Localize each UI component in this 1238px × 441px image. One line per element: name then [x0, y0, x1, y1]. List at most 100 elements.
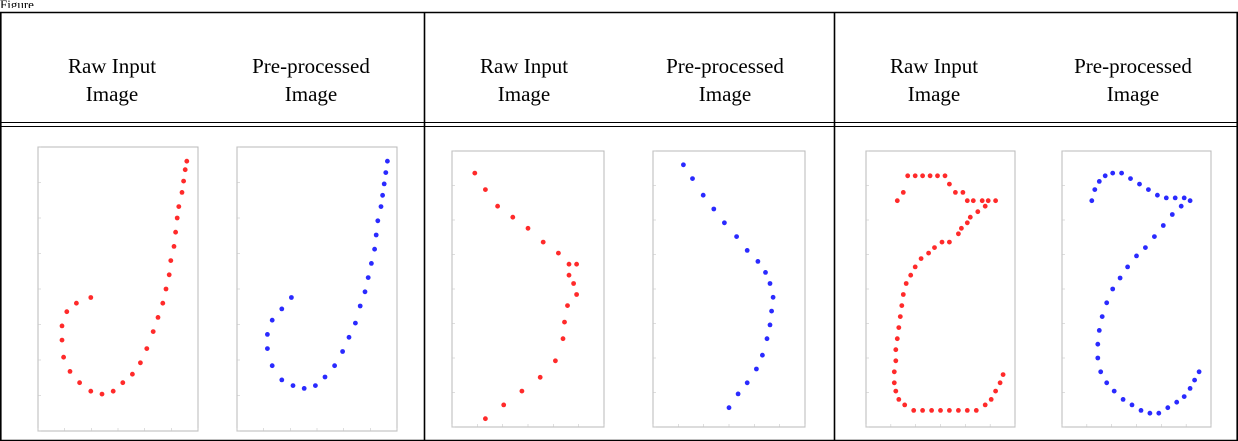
data-point	[964, 220, 970, 226]
data-point	[1160, 223, 1166, 228]
header-line1: Raw Input	[890, 54, 978, 78]
data-point	[168, 258, 174, 263]
data-point	[891, 380, 897, 386]
data-point	[985, 198, 991, 204]
data-point	[483, 416, 488, 422]
plot-frame	[865, 150, 1016, 428]
data-point	[947, 181, 952, 187]
data-point	[99, 391, 105, 397]
data-point	[483, 187, 488, 193]
plot-row	[37, 146, 1212, 432]
data-point	[935, 173, 940, 179]
data-point	[1147, 410, 1153, 416]
data-point	[711, 206, 717, 212]
data-point	[744, 380, 750, 386]
data-point	[681, 162, 686, 168]
data-point	[59, 323, 65, 329]
data-point	[982, 203, 988, 209]
data-point	[1110, 170, 1116, 176]
data-point	[1181, 195, 1187, 201]
data-point	[964, 198, 970, 204]
data-point	[372, 246, 377, 252]
data-point	[891, 369, 897, 375]
data-point	[920, 173, 925, 179]
data-point	[381, 181, 387, 187]
data-point	[920, 408, 925, 413]
data-point	[942, 173, 948, 179]
data-point	[540, 239, 546, 245]
data-point	[571, 281, 576, 286]
plot-frame	[37, 146, 199, 432]
data-point	[173, 229, 179, 235]
data-point	[144, 346, 150, 351]
data-point	[171, 244, 177, 249]
scatter-plot-set3-raw	[865, 150, 1016, 428]
plot-frame	[236, 146, 398, 432]
data-point	[900, 292, 906, 297]
data-point	[566, 261, 572, 267]
data-point	[926, 250, 931, 256]
data-point	[1192, 377, 1197, 383]
data-point	[120, 380, 126, 386]
data-point	[722, 220, 727, 226]
data-point	[495, 203, 500, 209]
data-point	[279, 306, 285, 312]
data-point	[769, 308, 774, 314]
data-point	[964, 408, 970, 413]
header-line2: Image	[285, 82, 337, 106]
data-point	[1181, 394, 1187, 399]
data-point	[939, 239, 945, 245]
data-point	[501, 402, 507, 408]
data-point	[160, 300, 166, 306]
data-point	[176, 204, 182, 210]
data-point	[744, 248, 750, 253]
data-point	[88, 388, 94, 394]
header-line2: Image	[498, 82, 550, 106]
plot-frame	[451, 150, 605, 428]
data-point	[369, 261, 374, 266]
data-point	[767, 281, 773, 286]
data-point	[754, 366, 759, 372]
data-point	[975, 209, 981, 215]
header-line1: Raw Input	[480, 54, 568, 78]
data-point	[690, 176, 695, 182]
data-point	[1092, 187, 1098, 193]
data-point	[265, 332, 270, 337]
data-point	[1178, 203, 1184, 209]
data-point	[1138, 408, 1144, 413]
header-line2: Image	[908, 82, 960, 106]
data-point	[908, 272, 914, 278]
data-point	[929, 408, 934, 413]
data-point	[932, 245, 937, 251]
data-point	[893, 388, 899, 394]
data-point	[373, 232, 379, 238]
data-point	[375, 218, 381, 224]
data-point	[150, 329, 156, 334]
data-point	[574, 292, 579, 297]
plot-frame	[1061, 150, 1212, 428]
data-point	[993, 198, 998, 204]
data-point	[899, 303, 905, 308]
data-point	[993, 388, 998, 394]
data-point	[973, 408, 979, 413]
data-point	[59, 337, 65, 343]
data-point	[912, 264, 918, 270]
data-point	[982, 402, 988, 408]
data-point	[383, 170, 389, 176]
data-point	[894, 336, 900, 342]
data-point	[525, 225, 531, 231]
data-point	[764, 336, 770, 342]
data-point	[322, 374, 328, 380]
data-point	[1129, 402, 1135, 408]
data-point	[893, 347, 899, 353]
data-point	[138, 360, 143, 366]
data-point	[947, 408, 952, 413]
scatter-plot-set1-raw	[37, 146, 199, 432]
data-point	[1174, 399, 1180, 405]
data-point	[1098, 369, 1104, 375]
data-point	[967, 214, 973, 220]
data-point	[894, 198, 900, 204]
data-point	[182, 167, 188, 173]
data-point	[988, 397, 994, 402]
